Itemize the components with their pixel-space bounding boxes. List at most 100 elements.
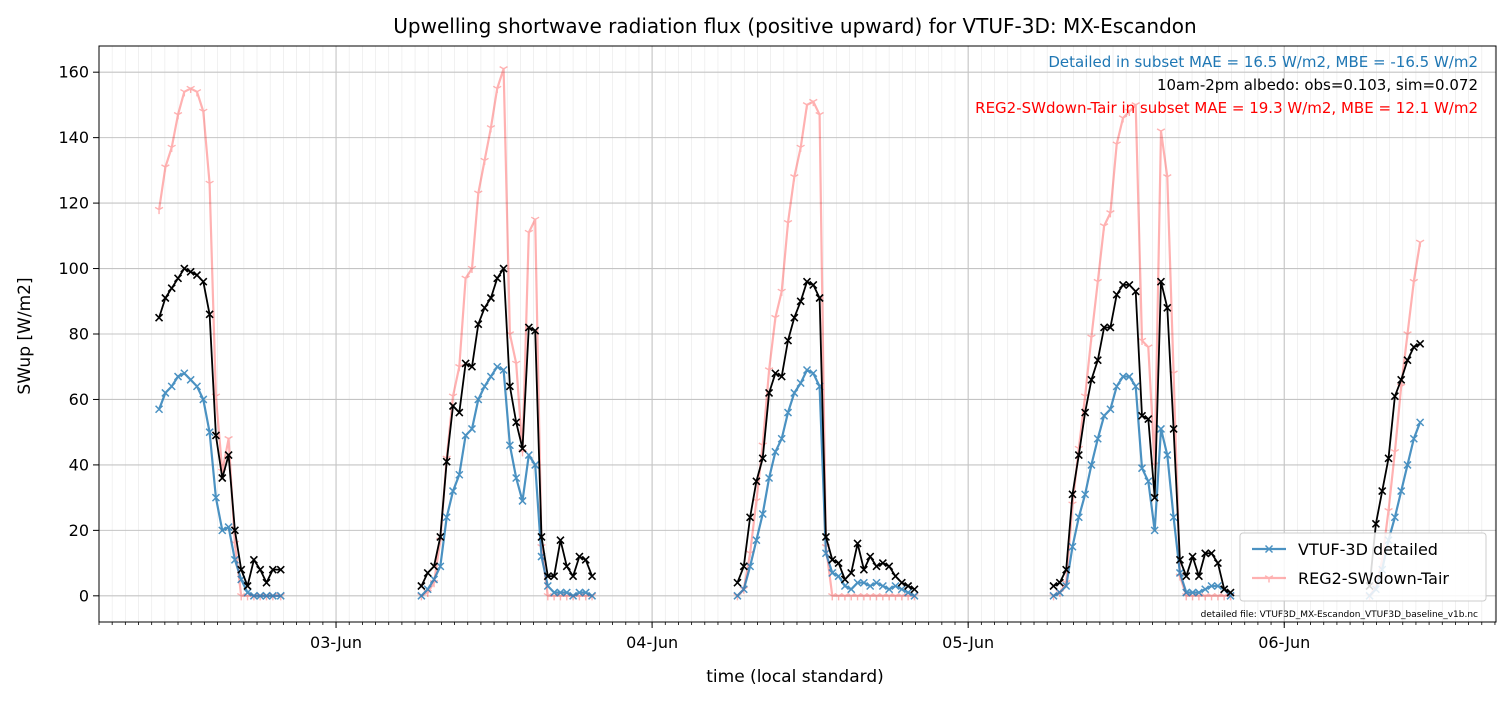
- data-point: [524, 229, 534, 238]
- data-point: [1131, 102, 1140, 110]
- data-point: [218, 526, 227, 535]
- data-point: [904, 581, 913, 591]
- data-point: [1081, 408, 1090, 417]
- data-point: [192, 88, 202, 97]
- x-axis-label: time (local standard): [706, 667, 884, 687]
- data-point: [1112, 141, 1121, 149]
- data-point: [1163, 303, 1172, 312]
- data-point: [461, 359, 470, 368]
- data-point: [505, 382, 514, 391]
- data-point: [1068, 542, 1077, 551]
- data-point: [1175, 555, 1185, 564]
- data-point: [790, 174, 799, 182]
- data-point: [1074, 513, 1083, 522]
- data-point: [186, 85, 195, 94]
- data-point: [859, 565, 868, 574]
- x-tick-label: 03-Jun: [310, 633, 362, 652]
- data-point: [840, 592, 850, 601]
- data-point: [417, 591, 426, 600]
- legend: VTUF-3D detailed REG2-SWdown-Tair: [1239, 532, 1487, 602]
- data-point: [467, 265, 477, 274]
- data-point: [1378, 487, 1387, 496]
- data-point: [218, 473, 227, 483]
- data-point: [173, 274, 183, 283]
- data-point: [783, 336, 793, 345]
- series-2: [154, 264, 1425, 597]
- annotation-albedo: 10am-2pm albedo: obs=0.103, sim=0.072: [1157, 76, 1478, 94]
- data-point: [1220, 585, 1229, 594]
- data-point: [199, 395, 208, 404]
- data-point: [512, 473, 521, 483]
- data-point: [180, 369, 189, 378]
- data-point: [809, 369, 818, 378]
- data-point: [205, 310, 214, 319]
- data-point: [739, 562, 748, 571]
- data-point: [853, 578, 862, 587]
- data-point: [1055, 588, 1064, 597]
- data-point: [530, 216, 540, 224]
- data-point: [524, 451, 533, 460]
- data-point: [1163, 451, 1172, 460]
- data-point: [783, 219, 793, 228]
- data-point: [828, 568, 837, 577]
- data-point: [276, 565, 285, 574]
- data-point: [809, 280, 818, 289]
- data-point: [211, 431, 221, 440]
- x-tick-label: 06-Jun: [1258, 633, 1310, 652]
- data-point: [1226, 591, 1235, 600]
- data-point: [752, 477, 761, 486]
- data-point: [1403, 331, 1412, 339]
- legend-swatch-vtuf: [1252, 544, 1286, 554]
- data-point: [493, 274, 502, 283]
- data-point: [1156, 424, 1166, 433]
- data-point: [1144, 415, 1153, 424]
- data-point: [1087, 334, 1096, 342]
- data-point: [1074, 451, 1083, 460]
- data-point: [866, 581, 875, 591]
- data-point: [859, 592, 869, 601]
- data-point: [474, 320, 483, 329]
- data-point: [480, 382, 489, 391]
- data-point: [474, 190, 483, 198]
- data-point: [1371, 519, 1380, 528]
- data-point: [872, 562, 881, 571]
- data-point: [758, 509, 767, 519]
- y-tick-label: 140: [58, 128, 89, 147]
- data-point: [186, 375, 195, 384]
- data-point: [853, 592, 862, 601]
- data-point: [230, 526, 239, 535]
- data-point: [1125, 108, 1134, 116]
- data-point: [1182, 588, 1191, 597]
- series-0: [155, 362, 1425, 600]
- data-point: [910, 591, 919, 600]
- data-point: [834, 592, 843, 601]
- data-point: [1200, 592, 1210, 601]
- data-point: [556, 588, 565, 597]
- data-point: [904, 588, 913, 597]
- data-point: [1207, 581, 1216, 591]
- data-point: [1409, 434, 1418, 443]
- data-point: [556, 536, 565, 545]
- legend-swatch-line: [1252, 544, 1286, 554]
- data-point: [821, 532, 831, 541]
- data-point: [1062, 565, 1071, 574]
- data-point: [588, 591, 597, 600]
- legend-swatch-reg2: [1252, 575, 1286, 583]
- data-point: [897, 592, 907, 601]
- data-point: [1118, 280, 1128, 289]
- legend-swatch-line: [1252, 575, 1286, 583]
- data-point: [442, 457, 451, 466]
- data-point: [562, 562, 571, 571]
- data-point: [885, 585, 894, 594]
- data-point: [1093, 278, 1103, 287]
- data-point: [493, 362, 502, 371]
- data-point: [1201, 585, 1210, 594]
- data-point: [1415, 239, 1425, 247]
- data-point: [885, 562, 894, 571]
- data-point: [1112, 382, 1121, 391]
- data-point: [891, 572, 900, 581]
- data-point: [1188, 588, 1197, 597]
- data-point: [1150, 493, 1159, 502]
- data-point: [186, 267, 195, 276]
- data-point: [859, 578, 868, 587]
